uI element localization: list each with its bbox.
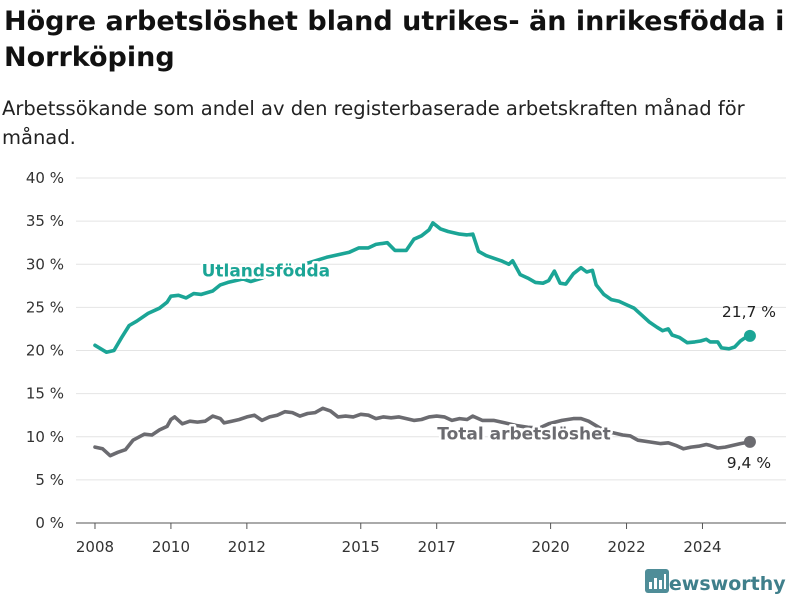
- x-tick-label: 2020: [532, 538, 570, 556]
- total-arbetsloshet-series-label: Total arbetslöshet: [437, 424, 611, 444]
- total-arbetsloshet-line: [93, 406, 752, 458]
- x-tick-label: 2012: [228, 538, 266, 556]
- y-tick-label: 0 %: [35, 514, 64, 532]
- y-tick-label: 15 %: [26, 385, 64, 403]
- utlandsfodda-end-label: 21,7 %: [722, 303, 776, 321]
- y-tick-label: 5 %: [35, 471, 64, 489]
- utlandsfodda-line: [93, 221, 752, 354]
- utlandsfodda-end-marker: [743, 329, 756, 342]
- utlandsfodda-series-label: Utlandsfödda: [202, 261, 331, 281]
- newsworthy-brand[interactable]: Newsworthy: [645, 569, 786, 599]
- x-tick-label: 2010: [152, 538, 190, 556]
- x-tick-label: 2015: [342, 538, 380, 556]
- total-arbetsloshet-end-label: 9,4 %: [727, 454, 771, 472]
- y-tick-label: 30 %: [26, 255, 64, 273]
- newsworthy-logo-icon: [645, 569, 669, 593]
- y-tick-label: 10 %: [26, 428, 64, 446]
- y-tick-label: 25 %: [26, 298, 64, 316]
- brand-name: Newsworthy: [653, 573, 786, 595]
- x-tick-label: 2024: [683, 538, 721, 556]
- chart-subtitle: Arbetssökande som andel av den registerb…: [2, 97, 745, 149]
- y-tick-label: 35 %: [26, 212, 64, 230]
- x-tick-label: 2022: [607, 538, 645, 556]
- chart-title: Högre arbetslöshet bland utrikes- än inr…: [4, 6, 785, 73]
- x-tick-label: 2017: [418, 538, 456, 556]
- x-tick-label: 2008: [76, 538, 114, 556]
- total-arbetsloshet-end-marker: [743, 435, 756, 448]
- y-tick-label: 20 %: [26, 342, 64, 360]
- y-tick-label: 40 %: [26, 169, 64, 187]
